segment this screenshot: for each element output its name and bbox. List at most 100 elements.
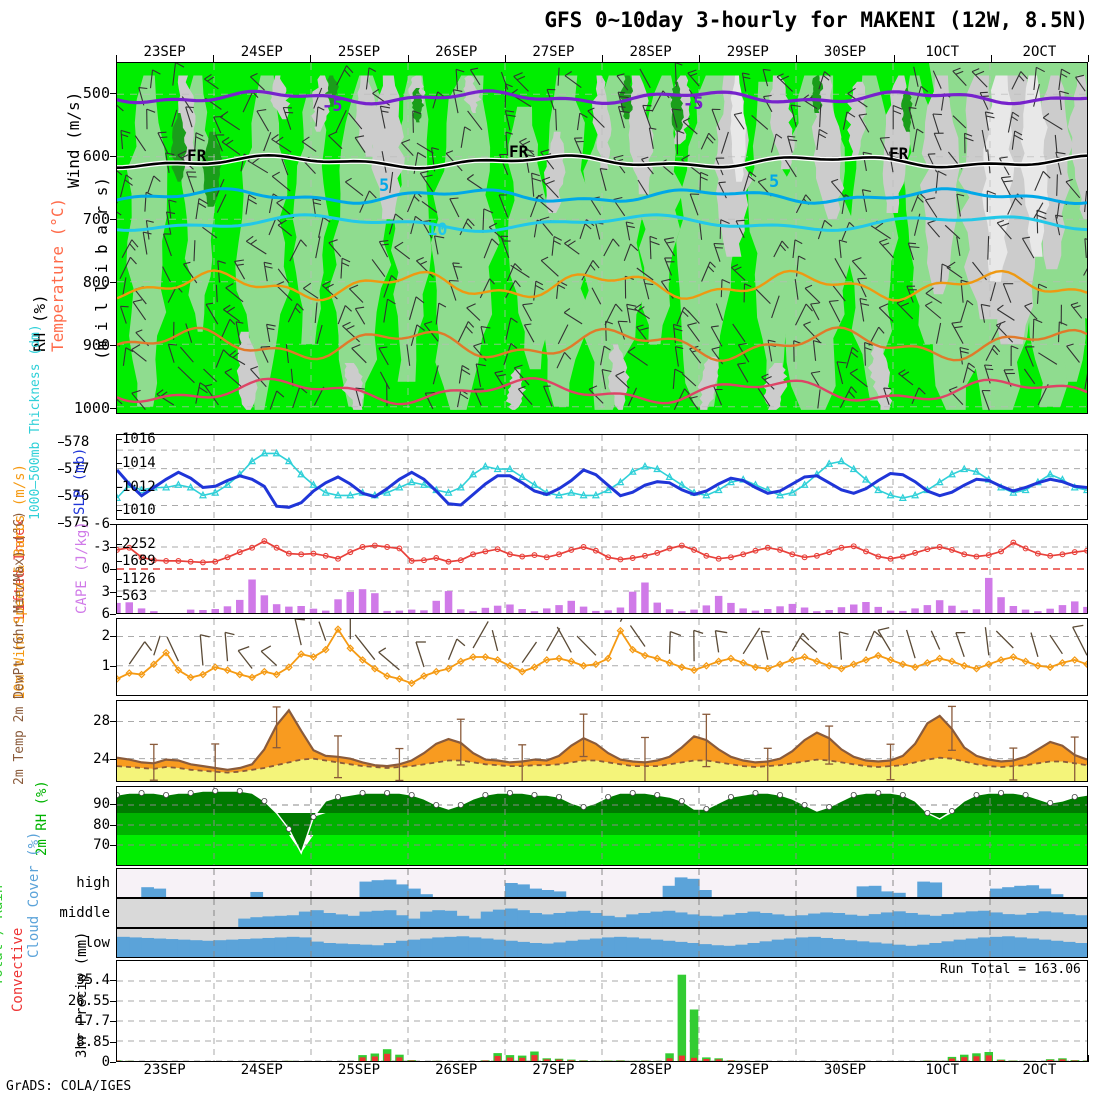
rotated-axis-label: CAPE (J/kg)	[74, 521, 90, 614]
axis-tick-label: 90	[93, 796, 110, 813]
axis-tick	[116, 439, 122, 440]
axis-tick-label: 24	[93, 751, 110, 768]
date-label: 29SEP	[726, 44, 769, 60]
date-tick	[699, 55, 700, 62]
rotated-axis-label: (m i l l i b a r s)	[92, 176, 111, 360]
date-tick	[213, 55, 214, 62]
cloud-level-label: low	[84, 935, 110, 951]
axis-tick	[116, 463, 122, 464]
grads-credit: GrADS: COLA/IGES	[6, 1079, 132, 1094]
date-tick	[408, 55, 409, 62]
svg-text:5: 5	[769, 172, 779, 192]
axis-tick	[110, 614, 116, 615]
axis-tick	[116, 579, 122, 580]
axis-tick-label: 1012	[122, 478, 156, 495]
axis-tick-label: 0	[101, 561, 110, 577]
panel-lifted-index-cape	[116, 524, 1088, 614]
wind-10m-plot	[117, 619, 1087, 695]
panel-rh-2m	[116, 786, 1088, 866]
date-tick	[796, 55, 797, 62]
svg-text:5: 5	[379, 176, 389, 196]
axis-tick-label: 700	[82, 210, 110, 229]
axis-tick	[110, 156, 116, 157]
axis-tick-label: 28	[93, 712, 110, 729]
axis-tick	[110, 524, 116, 525]
svg-text:FR: FR	[889, 144, 909, 163]
rotated-axis-label: 2m Temp 2m DewPt (6hr Min/Max) (°C)	[12, 511, 27, 785]
date-tick	[310, 55, 311, 62]
axis-tick	[110, 636, 116, 637]
axis-tick-label: 26.55	[67, 992, 110, 1009]
date-label: 2OCT	[1022, 44, 1057, 60]
axis-tick-label: 1	[101, 658, 110, 674]
date-label: 28SEP	[629, 1062, 672, 1078]
rotated-axis-label: Wind (m/s)	[64, 91, 83, 188]
date-label: 25SEP	[337, 1062, 381, 1078]
rotated-axis-label: SLP (mb)	[72, 447, 88, 515]
date-label: 2OCT	[1022, 1062, 1057, 1078]
axis-tick-label: 563	[122, 588, 148, 605]
rotated-axis-label: Convective	[10, 927, 26, 1012]
date-label: 23SEP	[143, 44, 186, 60]
axis-tick	[116, 510, 122, 511]
date-label: 30SEP	[823, 44, 867, 60]
date-label: 30SEP	[823, 1062, 867, 1078]
date-label: 1OCT	[925, 1062, 960, 1078]
temp-2m-plot	[117, 701, 1087, 781]
axis-tick	[116, 596, 122, 597]
axis-tick-label: 600	[82, 147, 110, 166]
rotated-axis-label: Temperature (°C)	[48, 197, 67, 352]
axis-tick	[110, 825, 116, 826]
axis-tick	[110, 408, 116, 409]
date-label: 25SEP	[337, 44, 381, 60]
axis-tick	[110, 721, 116, 722]
date-tick	[602, 55, 603, 62]
axis-tick	[110, 980, 116, 981]
cloud-level-label: middle	[59, 905, 110, 921]
axis-tick	[110, 592, 116, 593]
run-total-label: Run Total = 163.06	[940, 962, 1081, 977]
date-tick	[505, 55, 506, 62]
lifted-index-cape-plot	[117, 525, 1087, 613]
axis-tick-label: 1016	[122, 430, 156, 447]
slp-thickness-plot	[117, 435, 1087, 519]
axis-tick	[116, 561, 122, 562]
axis-tick-label: 900	[82, 335, 110, 354]
axis-tick	[58, 523, 64, 524]
date-label: 27SEP	[532, 44, 575, 60]
date-tick	[894, 55, 895, 62]
panel-cloud-low	[116, 928, 1088, 958]
axis-tick-label: 3	[101, 583, 110, 600]
axis-tick	[110, 845, 116, 846]
axis-tick	[110, 1001, 116, 1002]
date-label: 26SEP	[435, 1062, 478, 1078]
axis-tick-label: 2	[101, 628, 110, 644]
axis-tick-label: -6	[93, 516, 110, 532]
axis-tick	[110, 804, 116, 805]
axis-tick	[116, 487, 122, 488]
rotated-axis-label: Cloud Cover (%)	[26, 831, 42, 958]
panel-wind-10m	[116, 618, 1088, 696]
axis-tick	[110, 547, 116, 548]
axis-tick	[58, 469, 64, 470]
date-tick	[1088, 1055, 1089, 1062]
axis-tick-label: 1014	[122, 454, 156, 471]
axis-tick	[110, 1042, 116, 1043]
axis-tick-label: 0	[101, 1054, 110, 1070]
rh-2m-plot	[117, 787, 1087, 865]
rotated-axis-label: Total / Rain	[0, 884, 6, 986]
svg-text:FR: FR	[187, 146, 207, 165]
cloud-cover-plot	[117, 899, 1087, 927]
axis-tick-label: 2252	[122, 535, 156, 552]
axis-tick-label: 8.85	[76, 1033, 110, 1050]
axis-tick	[110, 759, 116, 760]
axis-tick	[110, 282, 116, 283]
rotated-axis-label: 1000–500mb Thickness (dm)	[28, 324, 43, 520]
axis-tick-label: 500	[82, 84, 110, 103]
axis-tick-label: 80	[93, 816, 110, 833]
date-label: 28SEP	[629, 44, 672, 60]
axis-tick-label: 1000	[73, 398, 110, 417]
axis-tick-label: 6	[101, 606, 110, 622]
axis-tick	[110, 1021, 116, 1022]
axis-tick-label: 577	[64, 460, 90, 477]
